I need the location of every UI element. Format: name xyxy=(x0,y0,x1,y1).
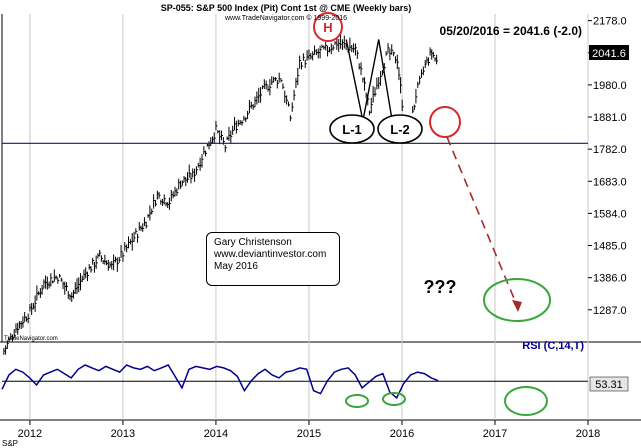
question-marks: ??? xyxy=(424,277,457,297)
watermark: TradeNavigator.com xyxy=(4,336,58,342)
y-tick-label: 1683.0 xyxy=(593,176,627,188)
last-value: 2041.6 xyxy=(592,48,626,60)
y-tick-label: 1881.0 xyxy=(593,112,627,124)
rsi-low-2-ellipse xyxy=(382,392,406,406)
left-low-label: L-1 xyxy=(342,122,362,137)
author-name: Gary Christenson xyxy=(214,237,292,248)
last-quote: 05/20/2016 = 2041.6 (-2.0) xyxy=(440,24,582,38)
rsi-low-1-ellipse xyxy=(345,394,369,408)
y-tick-label: 2178.0 xyxy=(593,16,627,28)
x-tick-label: 2016 xyxy=(390,428,414,440)
x-tick-label: 2015 xyxy=(297,428,321,440)
left-low-ellipse xyxy=(329,114,375,144)
rsi-value: 53.31 xyxy=(595,379,623,391)
chart-title: SP-055: S&P 500 Index (Pit) Cont 1st @ C… xyxy=(161,3,412,13)
x-tick-label: 2014 xyxy=(204,428,228,440)
x-tick-label: 2012 xyxy=(18,428,42,440)
x-tick-label: 2018 xyxy=(576,428,600,440)
projection-arrowhead xyxy=(512,300,522,312)
y-tick-label: 1287.0 xyxy=(593,305,627,317)
rsi-target-ellipse xyxy=(504,386,548,416)
target-ellipse xyxy=(483,278,551,322)
price-bars xyxy=(3,34,439,355)
x-tick-label: 2013 xyxy=(111,428,135,440)
y-tick-label: 1782.0 xyxy=(593,144,627,156)
breakdown-circle xyxy=(429,106,461,138)
x-tick-label: 2017 xyxy=(483,428,507,440)
y-tick-label: 1386.0 xyxy=(593,273,627,285)
y-tick-label: 1980.0 xyxy=(593,80,627,92)
right-low-label: L-2 xyxy=(390,122,410,137)
x-axis-ticks: 2012 2013 2014 2015 2016 2017 2018 xyxy=(18,420,600,440)
head-circle xyxy=(313,12,343,42)
author-date: May 2016 xyxy=(214,261,258,272)
right-low-ellipse xyxy=(377,114,423,144)
rsi-value-box xyxy=(589,376,629,392)
rsi-label: RSI (C,14,T) xyxy=(522,340,584,352)
head-label: H xyxy=(323,20,332,35)
author-website: www.deviantinvestor.com xyxy=(214,249,327,260)
rsi-line xyxy=(1,364,439,400)
source-label: S&P xyxy=(2,439,18,448)
chart-subtitle: www.TradeNavigator.com © 1999-2016 xyxy=(224,14,347,22)
y-tick-label: 1485.0 xyxy=(593,241,627,253)
x-gridlines xyxy=(29,14,589,420)
last-value-box xyxy=(589,45,629,60)
author-note: Gary Christenson www.deviantinvestor.com… xyxy=(206,232,340,286)
y-tick-label: 1584.0 xyxy=(593,208,627,220)
